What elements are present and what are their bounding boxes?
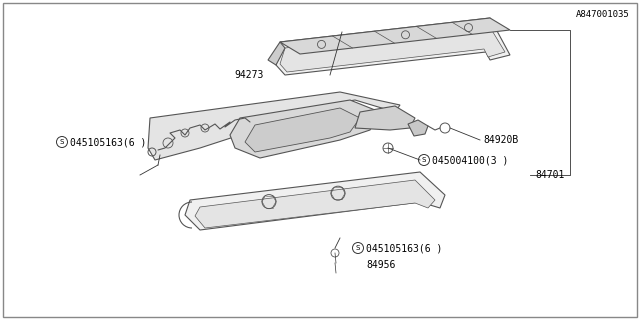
Text: S: S [60,139,64,145]
Polygon shape [280,18,510,54]
Text: 94273: 94273 [234,70,264,80]
Text: 84920B: 84920B [483,135,518,145]
Polygon shape [195,180,435,228]
Polygon shape [276,18,510,75]
Text: 84956: 84956 [366,260,396,270]
Text: 045105163(6 ): 045105163(6 ) [70,137,147,147]
Text: S: S [422,157,426,163]
Text: S: S [356,245,360,251]
Text: A847001035: A847001035 [576,10,630,19]
Polygon shape [408,120,428,136]
Polygon shape [185,172,445,230]
Polygon shape [245,108,360,152]
Polygon shape [355,106,415,130]
Polygon shape [148,92,400,160]
Text: 045004100(3 ): 045004100(3 ) [432,155,508,165]
Polygon shape [268,42,285,65]
Text: 84701: 84701 [535,170,564,180]
Text: 045105163(6 ): 045105163(6 ) [366,243,442,253]
Polygon shape [280,24,505,72]
Polygon shape [230,100,380,158]
